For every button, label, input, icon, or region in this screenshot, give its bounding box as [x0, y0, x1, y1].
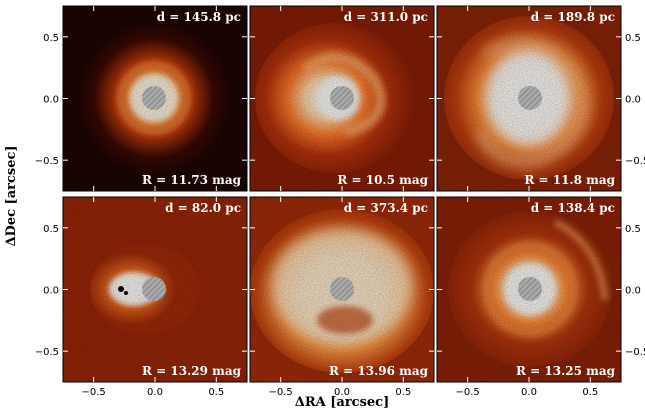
- x-tick-label: 0.5: [395, 387, 411, 398]
- panel-5: [250, 197, 434, 382]
- y-tick-label: 0.0: [43, 286, 59, 297]
- coronagraph-mask: [330, 277, 354, 301]
- panel-3: [437, 6, 621, 191]
- x-tick-label: 0.0: [521, 387, 537, 398]
- coronagraph-mask: [142, 86, 166, 110]
- panel-4-magnitude: R = 13.29 mag: [142, 364, 242, 378]
- y-tick-label: 0.5: [625, 33, 641, 44]
- panel-5-distance: d = 373.4 pc: [344, 201, 428, 215]
- panel-4-distance: d = 82.0 pc: [165, 201, 241, 215]
- panel-1: [63, 6, 247, 191]
- y-tick-label: 0.5: [43, 33, 59, 44]
- panel-2: [250, 6, 434, 191]
- y-tick-label: 0.5: [43, 224, 59, 235]
- coronagraph-mask: [330, 86, 354, 110]
- panel-3-magnitude: R = 11.8 mag: [524, 173, 615, 187]
- x-axis-title: ΔRA [arcsec]: [295, 395, 390, 410]
- y-tick-label: −0.5: [625, 156, 645, 167]
- panel-2-distance: d = 311.0 pc: [344, 10, 428, 24]
- panel-3-distance: d = 189.8 pc: [531, 10, 615, 24]
- panel-6-magnitude: R = 13.25 mag: [516, 364, 616, 378]
- panel-6: [437, 197, 621, 382]
- y-tick-label: −0.5: [35, 156, 59, 167]
- y-axis-title: ΔDec [arcsec]: [4, 145, 19, 246]
- axis-ticks: 0.5 0.0 −0.5 0.5 0.0 −0.5 −0.5 0.0 0.5 0.5 0.0 −0.5…: [35, 6, 645, 398]
- panel-4: [63, 197, 247, 382]
- panel-2-magnitude: R = 10.5 mag: [337, 173, 428, 187]
- coronagraph-mask: [518, 86, 542, 110]
- x-tick-label: 0.5: [582, 387, 598, 398]
- y-tick-label: 0.0: [625, 286, 641, 297]
- x-tick-label: 0.5: [208, 387, 224, 398]
- x-tick-label: 0.0: [147, 387, 163, 398]
- panel-1-magnitude: R = 11.73 mag: [142, 173, 242, 187]
- y-tick-label: −0.5: [625, 347, 645, 358]
- x-tick-label: 0.0: [334, 387, 350, 398]
- panel-1-distance: d = 145.8 pc: [157, 10, 241, 24]
- x-tick-label: −0.5: [82, 387, 106, 398]
- y-tick-label: 0.5: [625, 224, 641, 235]
- y-tick-label: 0.0: [625, 95, 641, 106]
- y-tick-label: 0.0: [43, 95, 59, 106]
- x-tick-label: −0.5: [456, 387, 480, 398]
- coronagraph-mask: [518, 277, 542, 301]
- x-tick-label: −0.5: [269, 387, 293, 398]
- panel-5-magnitude: R = 13.96 mag: [329, 364, 429, 378]
- coronagraph-mask: [142, 277, 166, 301]
- y-tick-label: −0.5: [35, 347, 59, 358]
- panel-6-distance: d = 138.4 pc: [531, 201, 615, 215]
